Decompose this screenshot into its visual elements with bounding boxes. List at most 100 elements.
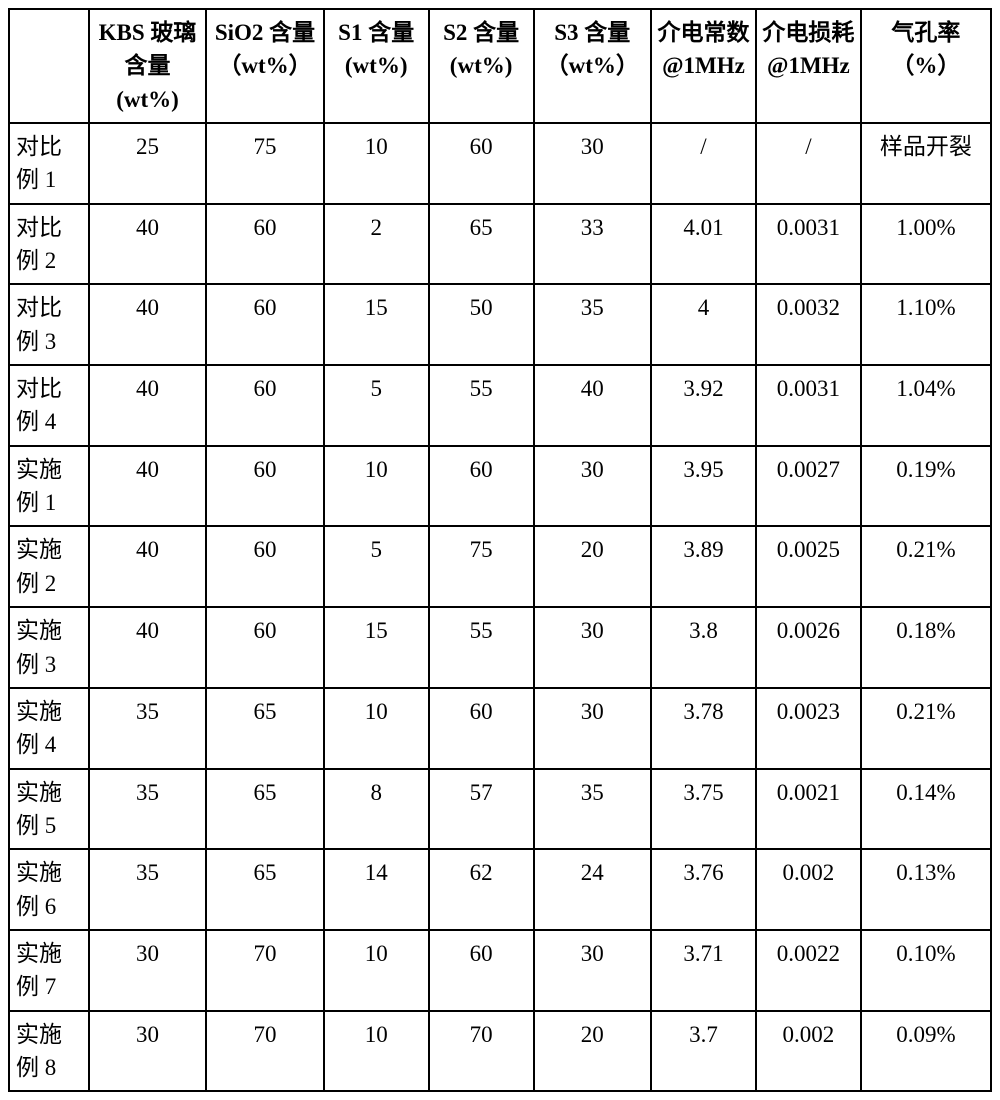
row-label: 对比例 2 xyxy=(9,204,89,285)
row-label: 实施例 3 xyxy=(9,607,89,688)
data-cell: 3.76 xyxy=(651,849,756,930)
data-cell: 0.0023 xyxy=(756,688,861,769)
data-cell: 35 xyxy=(534,284,652,365)
data-cell: 5 xyxy=(324,365,429,446)
data-cell: 样品开裂 xyxy=(861,123,991,204)
data-cell: 70 xyxy=(206,930,324,1011)
data-cell: 10 xyxy=(324,688,429,769)
data-cell: 65 xyxy=(206,849,324,930)
header-cell-7: 介电损耗 @1MHz xyxy=(756,9,861,123)
data-cell: 62 xyxy=(429,849,534,930)
data-cell: 8 xyxy=(324,769,429,850)
table-row: 对比例 3 40 60 15 50 35 4 0.0032 1.10% xyxy=(9,284,991,365)
data-cell: 1.10% xyxy=(861,284,991,365)
data-cell: 75 xyxy=(429,526,534,607)
data-cell: 40 xyxy=(89,446,207,527)
data-cell: 30 xyxy=(89,1011,207,1092)
data-cell: 1.00% xyxy=(861,204,991,285)
data-cell: 3.71 xyxy=(651,930,756,1011)
data-cell: 3.75 xyxy=(651,769,756,850)
data-cell: 10 xyxy=(324,1011,429,1092)
data-cell: / xyxy=(756,123,861,204)
data-cell: 3.7 xyxy=(651,1011,756,1092)
data-cell: 65 xyxy=(206,769,324,850)
data-cell: 10 xyxy=(324,446,429,527)
data-cell: 0.0027 xyxy=(756,446,861,527)
row-label: 对比例 4 xyxy=(9,365,89,446)
data-cell: 4 xyxy=(651,284,756,365)
table-row: 实施例 7 30 70 10 60 30 3.71 0.0022 0.10% xyxy=(9,930,991,1011)
data-cell: 60 xyxy=(206,526,324,607)
row-label: 实施例 6 xyxy=(9,849,89,930)
table-row: 实施例 4 35 65 10 60 30 3.78 0.0023 0.21% xyxy=(9,688,991,769)
data-cell: 0.21% xyxy=(861,688,991,769)
data-cell: 60 xyxy=(206,204,324,285)
data-cell: 30 xyxy=(534,446,652,527)
row-label: 实施例 8 xyxy=(9,1011,89,1092)
data-cell: 70 xyxy=(429,1011,534,1092)
data-cell: 2 xyxy=(324,204,429,285)
data-cell: 3.8 xyxy=(651,607,756,688)
data-table: KBS 玻璃含量 (wt%) SiO2 含量（wt%） S1 含量 (wt%) … xyxy=(8,8,992,1092)
data-cell: 3.89 xyxy=(651,526,756,607)
data-cell: 60 xyxy=(206,607,324,688)
header-cell-5: S3 含量（wt%） xyxy=(534,9,652,123)
table-row: 对比例 4 40 60 5 55 40 3.92 0.0031 1.04% xyxy=(9,365,991,446)
data-cell: 75 xyxy=(206,123,324,204)
data-cell: 0.0031 xyxy=(756,365,861,446)
data-cell: 10 xyxy=(324,123,429,204)
data-cell: 35 xyxy=(89,849,207,930)
data-cell: 60 xyxy=(429,688,534,769)
data-cell: 20 xyxy=(534,526,652,607)
data-cell: / xyxy=(651,123,756,204)
data-cell: 65 xyxy=(206,688,324,769)
data-cell: 3.95 xyxy=(651,446,756,527)
data-cell: 40 xyxy=(89,284,207,365)
data-cell: 30 xyxy=(534,688,652,769)
data-cell: 30 xyxy=(534,123,652,204)
data-cell: 20 xyxy=(534,1011,652,1092)
data-cell: 60 xyxy=(429,930,534,1011)
data-cell: 0.14% xyxy=(861,769,991,850)
header-cell-2: SiO2 含量（wt%） xyxy=(206,9,324,123)
row-label: 实施例 1 xyxy=(9,446,89,527)
data-cell: 40 xyxy=(89,204,207,285)
data-cell: 24 xyxy=(534,849,652,930)
data-cell: 50 xyxy=(429,284,534,365)
data-cell: 57 xyxy=(429,769,534,850)
table-header-row: KBS 玻璃含量 (wt%) SiO2 含量（wt%） S1 含量 (wt%) … xyxy=(9,9,991,123)
data-cell: 35 xyxy=(89,688,207,769)
data-cell: 5 xyxy=(324,526,429,607)
data-cell: 60 xyxy=(206,446,324,527)
data-cell: 4.01 xyxy=(651,204,756,285)
header-cell-8: 气孔率（%） xyxy=(861,9,991,123)
data-cell: 0.09% xyxy=(861,1011,991,1092)
data-cell: 25 xyxy=(89,123,207,204)
data-cell: 0.002 xyxy=(756,849,861,930)
data-cell: 65 xyxy=(429,204,534,285)
row-label: 实施例 5 xyxy=(9,769,89,850)
data-cell: 14 xyxy=(324,849,429,930)
data-cell: 40 xyxy=(89,526,207,607)
header-cell-6: 介电常数 @1MHz xyxy=(651,9,756,123)
data-cell: 30 xyxy=(89,930,207,1011)
data-cell: 70 xyxy=(206,1011,324,1092)
data-cell: 60 xyxy=(206,365,324,446)
data-cell: 0.0021 xyxy=(756,769,861,850)
data-cell: 0.18% xyxy=(861,607,991,688)
header-cell-1: KBS 玻璃含量 (wt%) xyxy=(89,9,207,123)
table-row: 实施例 1 40 60 10 60 30 3.95 0.0027 0.19% xyxy=(9,446,991,527)
table-body: 对比例 1 25 75 10 60 30 / / 样品开裂 对比例 2 40 6… xyxy=(9,123,991,1091)
data-cell: 40 xyxy=(89,607,207,688)
table-row: 实施例 8 30 70 10 70 20 3.7 0.002 0.09% xyxy=(9,1011,991,1092)
data-cell: 3.92 xyxy=(651,365,756,446)
table-header: KBS 玻璃含量 (wt%) SiO2 含量（wt%） S1 含量 (wt%) … xyxy=(9,9,991,123)
row-label: 实施例 4 xyxy=(9,688,89,769)
data-cell: 0.0026 xyxy=(756,607,861,688)
data-cell: 40 xyxy=(89,365,207,446)
data-cell: 0.10% xyxy=(861,930,991,1011)
data-cell: 1.04% xyxy=(861,365,991,446)
table-row: 实施例 6 35 65 14 62 24 3.76 0.002 0.13% xyxy=(9,849,991,930)
data-cell: 0.002 xyxy=(756,1011,861,1092)
row-label: 实施例 2 xyxy=(9,526,89,607)
